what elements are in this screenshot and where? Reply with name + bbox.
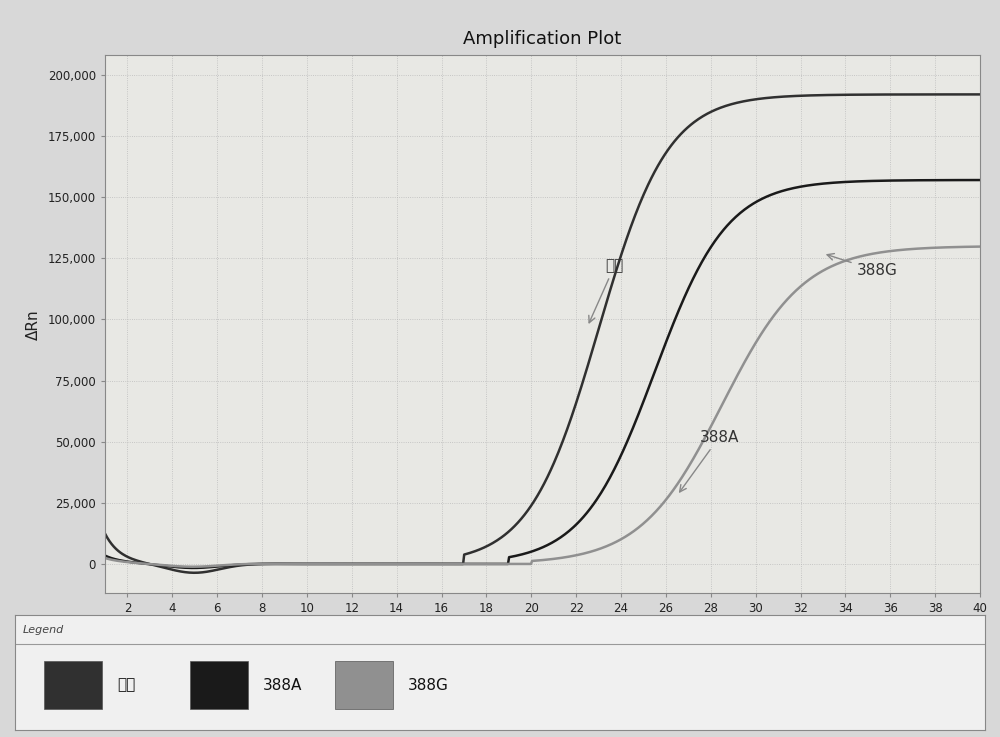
Text: 388A: 388A — [680, 430, 739, 492]
Text: 388A: 388A — [262, 677, 302, 693]
Text: 388G: 388G — [827, 254, 897, 279]
X-axis label: Cycle: Cycle — [520, 622, 565, 640]
Text: Legend: Legend — [23, 624, 64, 635]
Text: 388G: 388G — [408, 677, 449, 693]
Title: Amplification Plot: Amplification Plot — [463, 30, 622, 48]
FancyBboxPatch shape — [335, 661, 393, 709]
FancyBboxPatch shape — [44, 661, 102, 709]
Text: 内标: 内标 — [589, 259, 624, 323]
Y-axis label: ΔRn: ΔRn — [26, 309, 41, 340]
Text: 内标: 内标 — [117, 677, 135, 693]
FancyBboxPatch shape — [190, 661, 248, 709]
